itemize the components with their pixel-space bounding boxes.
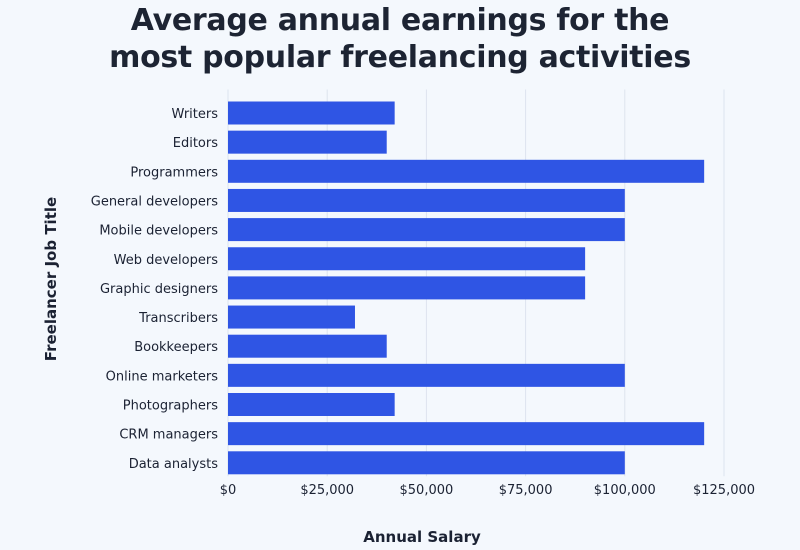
y-axis-label: Freelancer Job Title xyxy=(42,197,60,361)
category-label-1: Editors xyxy=(173,136,218,151)
bar-6 xyxy=(228,276,586,300)
bar-7 xyxy=(228,305,355,329)
bar-3 xyxy=(228,188,625,212)
chart-title: Average annual earnings for the most pop… xyxy=(0,2,800,76)
bar-11 xyxy=(228,422,705,446)
x-axis-label: Annual Salary xyxy=(363,528,481,546)
bar-10 xyxy=(228,393,395,416)
category-label-11: CRM managers xyxy=(119,428,218,443)
bar-9 xyxy=(228,363,625,387)
chart-title-line-2: most popular freelancing activities xyxy=(109,40,691,75)
bar-12 xyxy=(228,451,625,475)
x-tick-label-0: $0 xyxy=(220,483,237,498)
x-tick-label-2: $50,000 xyxy=(400,483,454,498)
x-tick-label-4: $100,000 xyxy=(594,483,656,498)
category-label-6: Graphic designers xyxy=(100,282,218,297)
category-label-0: Writers xyxy=(172,107,219,122)
x-tick-label-1: $25,000 xyxy=(300,483,354,498)
bar-5 xyxy=(228,247,586,271)
category-label-4: Mobile developers xyxy=(99,224,218,239)
bar-4 xyxy=(228,218,625,242)
category-label-12: Data analysts xyxy=(129,457,219,472)
bar-2 xyxy=(228,159,705,183)
category-label-5: Web developers xyxy=(114,253,219,268)
category-label-10: Photographers xyxy=(123,399,218,414)
chart-title-line-1: Average annual earnings for the xyxy=(130,3,670,38)
category-label-8: Bookkeepers xyxy=(134,340,218,355)
bar-0 xyxy=(228,101,395,125)
category-label-7: Transcribers xyxy=(138,311,218,326)
category-label-2: Programmers xyxy=(130,165,218,180)
bar-1 xyxy=(228,130,387,154)
category-label-3: General developers xyxy=(91,194,218,209)
x-tick-label-3: $75,000 xyxy=(499,483,553,498)
bar-8 xyxy=(228,334,387,358)
x-tick-label-5: $125,000 xyxy=(693,483,755,498)
category-label-9: Online marketers xyxy=(106,369,219,384)
